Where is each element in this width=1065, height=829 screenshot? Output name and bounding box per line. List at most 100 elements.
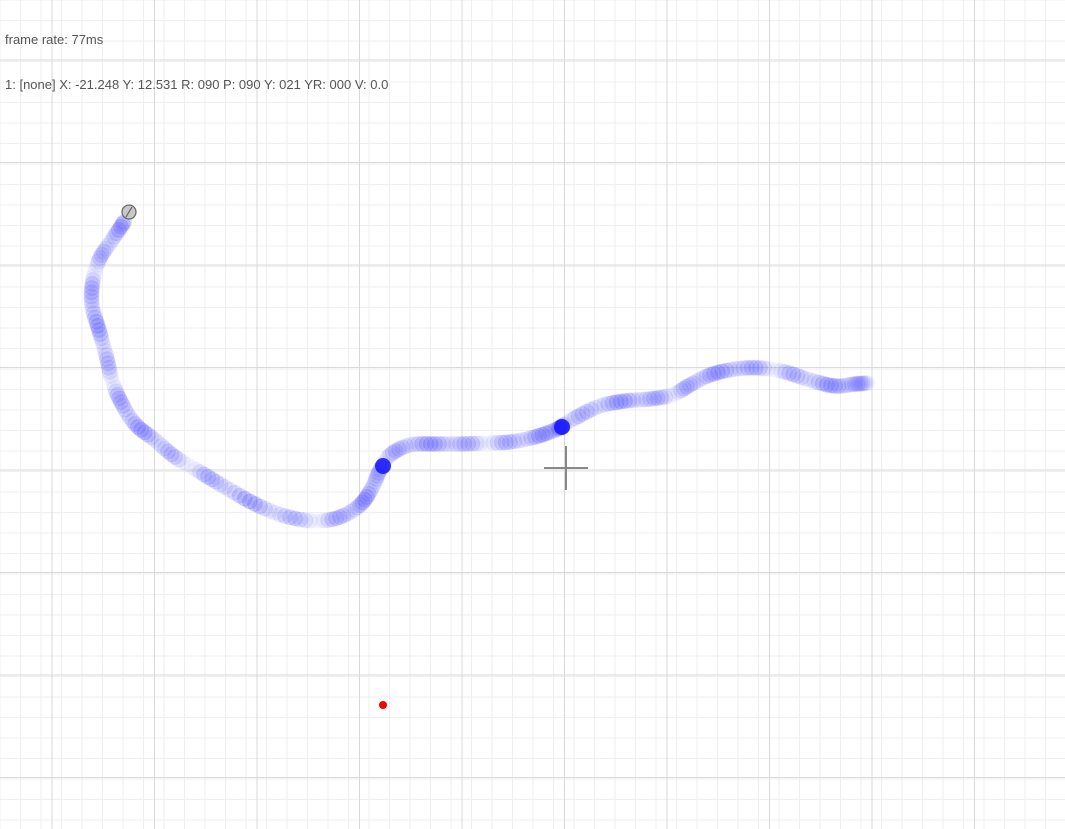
trail-point — [175, 454, 191, 471]
trail-point — [694, 370, 711, 386]
trail-point — [698, 368, 715, 385]
trail-point — [339, 505, 356, 522]
trail-point — [115, 397, 131, 414]
trail-point — [447, 436, 464, 452]
trail-point — [814, 375, 831, 392]
trail-point — [94, 334, 111, 351]
trail-point — [510, 432, 527, 449]
trail-point — [112, 218, 129, 235]
trail-point — [743, 359, 760, 376]
trail-point — [136, 424, 153, 441]
trail-point — [221, 481, 238, 498]
trail-point — [727, 361, 743, 377]
trail-point — [691, 371, 708, 388]
trail-point — [705, 365, 722, 382]
trail-point — [638, 391, 654, 408]
trail-point — [443, 436, 460, 452]
trail-point — [600, 395, 617, 412]
trail-point — [167, 449, 183, 465]
trail-point — [170, 451, 187, 468]
trail-point — [629, 391, 646, 408]
trail-point — [633, 391, 650, 408]
trail-point — [90, 253, 107, 270]
trail-point — [85, 305, 102, 322]
trail-point — [287, 510, 304, 527]
trail-point — [418, 435, 435, 452]
trail-point — [106, 228, 123, 245]
trail-point — [100, 359, 117, 376]
trail-point — [108, 225, 125, 242]
trail-point — [150, 434, 167, 451]
trail-point — [342, 503, 359, 520]
trail-point — [101, 235, 118, 251]
trail-point — [366, 474, 383, 490]
trail-point — [534, 426, 551, 443]
trail-point — [93, 330, 110, 347]
trail-point — [85, 272, 101, 288]
trail-point — [335, 507, 352, 524]
trail-point — [427, 436, 443, 452]
trail-point — [102, 368, 119, 384]
trail-point — [236, 490, 253, 507]
trail-point — [841, 376, 857, 393]
trail-point — [111, 390, 128, 407]
trail-point — [402, 437, 418, 453]
trail-point — [468, 435, 485, 452]
trail-point — [769, 362, 785, 378]
crosshair-icon — [544, 446, 588, 490]
trail-point — [772, 363, 789, 379]
trail-point — [217, 479, 233, 495]
trail-point — [789, 367, 806, 384]
trail-point — [538, 425, 555, 442]
trail-point — [231, 487, 248, 504]
trail-point — [241, 493, 258, 510]
trail-point — [187, 461, 204, 478]
trail-point — [519, 431, 535, 447]
trail-point — [83, 292, 100, 309]
trail-point — [570, 408, 587, 425]
trail-point — [332, 509, 348, 525]
trail-point — [96, 342, 113, 359]
trail-point — [760, 360, 777, 377]
trail-point — [89, 256, 106, 273]
trail-point — [91, 322, 107, 338]
trail-point — [405, 436, 422, 453]
trail-point — [678, 378, 695, 395]
trail-point — [252, 498, 268, 515]
trail-point — [439, 436, 456, 452]
trail-point — [578, 403, 595, 420]
trail-point — [109, 386, 126, 403]
trail-point — [192, 464, 208, 480]
robot-marker-icon[interactable] — [121, 204, 137, 220]
trail-point — [104, 372, 120, 388]
trail-point — [670, 384, 687, 401]
trail-point — [119, 405, 136, 422]
trail-point — [324, 511, 341, 528]
trail-point — [514, 431, 531, 448]
trail-point — [718, 362, 735, 379]
trail-point — [315, 512, 332, 529]
trail-highlight — [554, 419, 570, 435]
trail-point — [124, 412, 141, 429]
trail-point — [685, 375, 702, 392]
trail-point — [292, 511, 309, 528]
trail-point — [793, 369, 810, 386]
trail-point — [612, 393, 629, 410]
trail-point — [320, 512, 337, 529]
trail-point — [660, 388, 677, 404]
trail-point — [583, 401, 600, 418]
trail-point — [861, 376, 876, 391]
trail-point — [797, 370, 814, 387]
trail-point — [163, 446, 180, 463]
trail-point — [100, 355, 116, 372]
trail-point — [830, 378, 847, 395]
path-trail — [83, 214, 876, 529]
trail-point — [592, 398, 608, 414]
trail-point — [823, 377, 840, 394]
trail-point — [362, 482, 379, 499]
trail-point — [87, 309, 103, 326]
trail-point — [208, 473, 225, 490]
trail-point — [523, 430, 540, 446]
